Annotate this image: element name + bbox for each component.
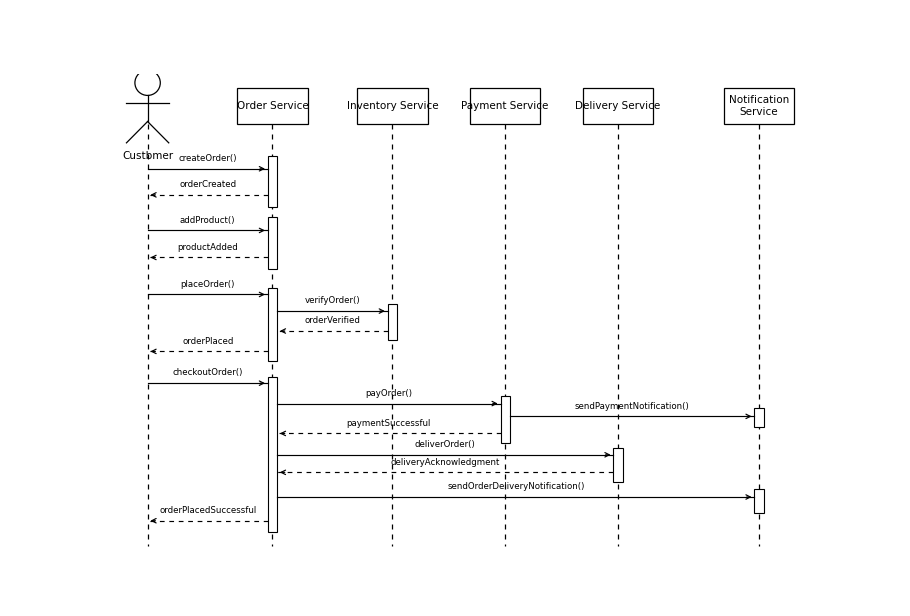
Bar	[582, 88, 653, 124]
Bar	[268, 288, 277, 361]
Text: deliverOrder(): deliverOrder()	[415, 440, 476, 449]
Bar	[357, 88, 428, 124]
Text: deliveryAcknowledgment: deliveryAcknowledgment	[390, 458, 500, 467]
Text: payOrder(): payOrder()	[365, 389, 412, 398]
Text: addProduct(): addProduct()	[180, 216, 236, 225]
Bar	[268, 376, 277, 532]
Text: orderCreated: orderCreated	[179, 180, 237, 189]
Bar	[501, 397, 510, 443]
Bar	[268, 155, 277, 207]
Bar	[613, 448, 622, 482]
Ellipse shape	[135, 70, 160, 95]
Bar	[268, 217, 277, 269]
Text: orderPlacedSuccessful: orderPlacedSuccessful	[159, 506, 257, 515]
Bar	[470, 88, 541, 124]
Text: Notification
Service: Notification Service	[729, 95, 789, 117]
Text: paymentSuccessful: paymentSuccessful	[347, 419, 431, 428]
Text: checkoutOrder(): checkoutOrder()	[173, 368, 243, 378]
Bar	[388, 304, 397, 339]
Text: sendPaymentNotification(): sendPaymentNotification()	[575, 402, 690, 411]
Text: Payment Service: Payment Service	[461, 101, 549, 111]
Bar	[723, 88, 794, 124]
Text: Custbmer: Custbmer	[122, 152, 173, 161]
Text: createOrder(): createOrder()	[178, 154, 237, 163]
Text: productAdded: productAdded	[177, 243, 238, 252]
Bar	[238, 88, 308, 124]
Text: Delivery Service: Delivery Service	[575, 101, 661, 111]
Text: orderPlaced: orderPlaced	[182, 337, 233, 346]
Text: Inventory Service: Inventory Service	[347, 101, 438, 111]
Text: sendOrderDeliveryNotification(): sendOrderDeliveryNotification()	[447, 482, 584, 492]
Text: Order Service: Order Service	[237, 101, 308, 111]
Text: orderVerified: orderVerified	[305, 316, 360, 325]
Text: verifyOrder(): verifyOrder()	[305, 296, 360, 306]
Bar	[754, 489, 763, 513]
Bar	[754, 408, 763, 428]
Text: placeOrder(): placeOrder()	[180, 280, 235, 289]
